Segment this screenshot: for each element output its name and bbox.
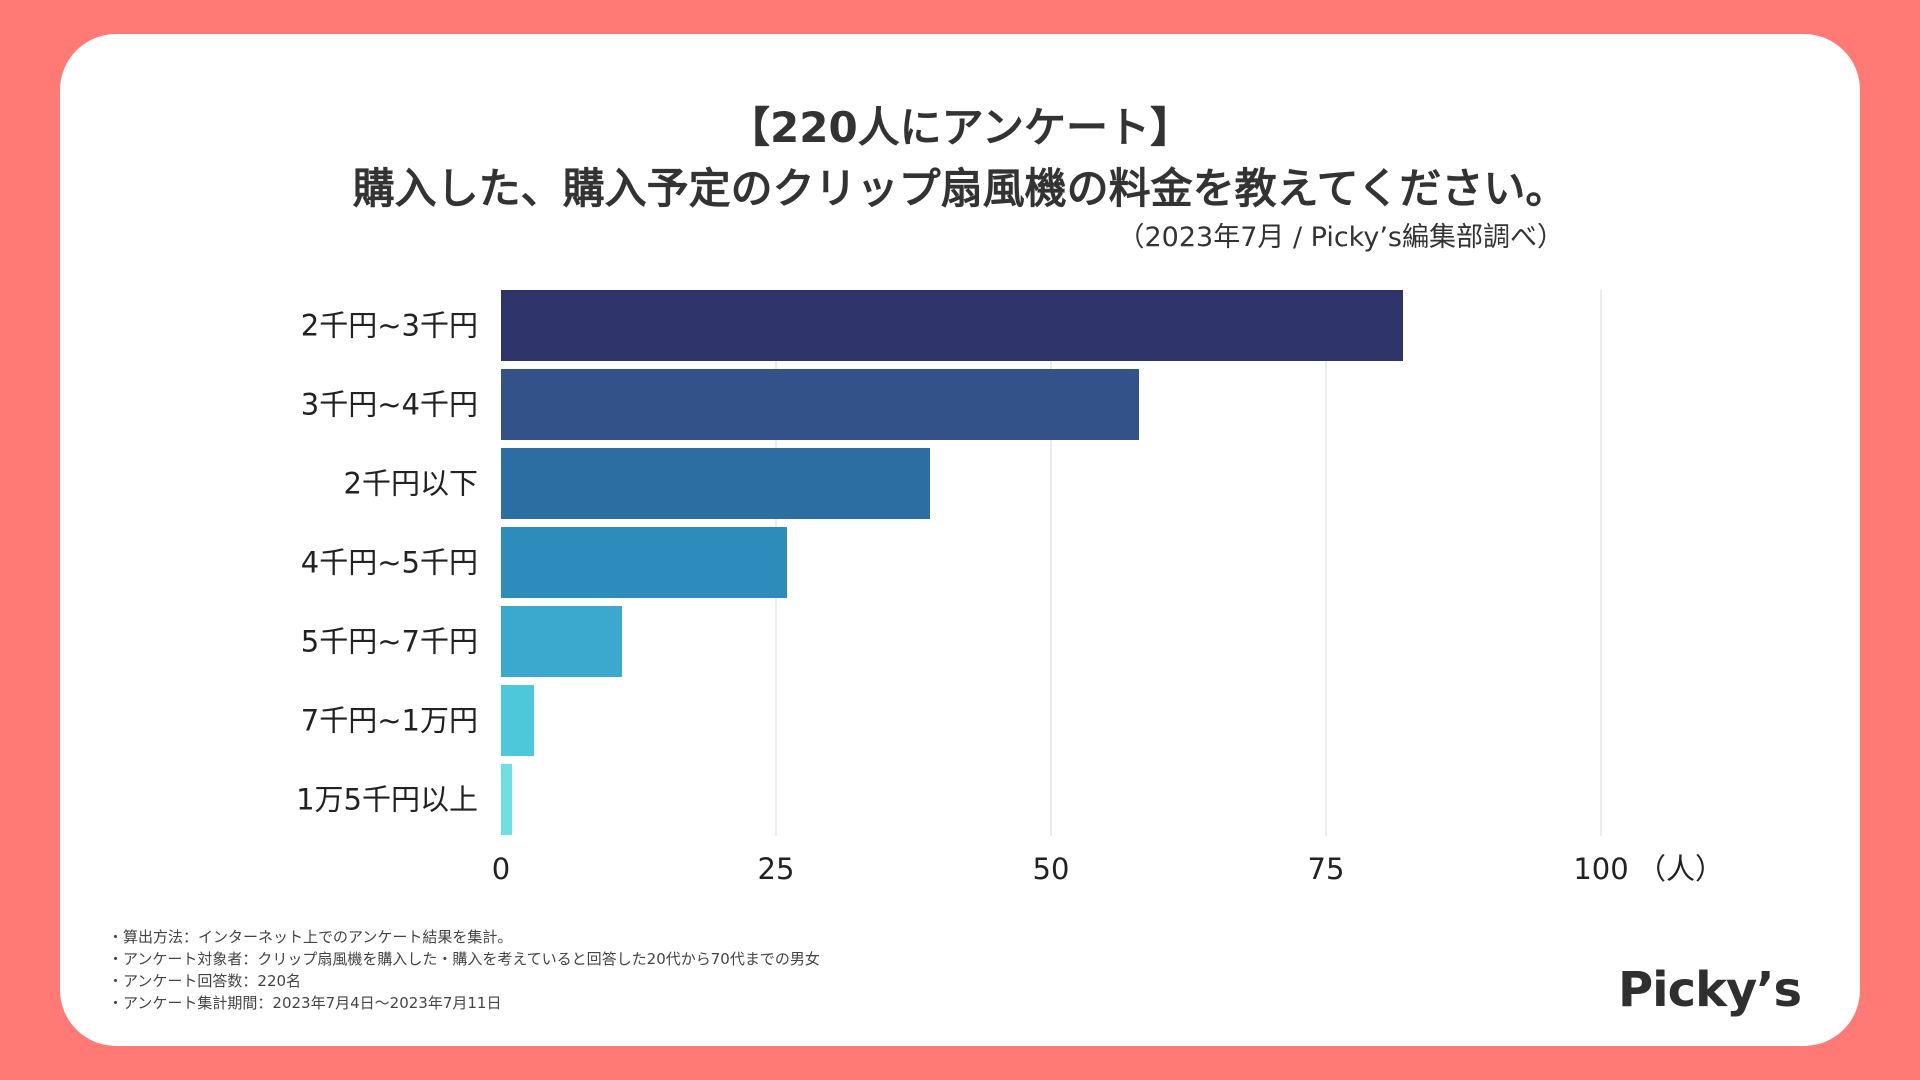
survey-notes: ・算出方法：インターネット上でのアンケート結果を集計。 ・アンケート対象者：クリ… (108, 926, 820, 1014)
note-count: ・アンケート回答数：220名 (108, 972, 302, 990)
bar (501, 369, 1139, 440)
x-tick-label: 100 (1573, 852, 1628, 886)
chart-subtitle: （2023年7月 / Picky’s編集部調べ） (1117, 222, 1565, 253)
chart-card (60, 34, 1860, 1046)
note-target: ・アンケート対象者：クリップ扇風機を購入した・購入を考えていると回答した20代か… (108, 950, 820, 968)
bar (501, 448, 930, 519)
x-tick-label: 0 (492, 852, 510, 886)
x-axis-unit: （人） (1637, 852, 1724, 886)
x-tick-label: 25 (758, 852, 795, 886)
category-label: 1万5千円以上 (296, 783, 478, 817)
category-label: 4千円~5千円 (301, 546, 478, 580)
bar (501, 606, 622, 677)
pickys-logo: Picky’s (1618, 962, 1802, 1018)
category-label: 2千円以下 (344, 467, 478, 501)
bar (501, 527, 787, 598)
bar (501, 764, 512, 835)
x-tick-label: 75 (1308, 852, 1345, 886)
note-method: ・算出方法：インターネット上でのアンケート結果を集計。 (108, 928, 513, 946)
category-label: 5千円~7千円 (301, 625, 478, 659)
category-label: 3千円~4千円 (301, 388, 478, 422)
bar (501, 685, 534, 756)
x-tick-label: 50 (1033, 852, 1070, 886)
bar (501, 290, 1403, 361)
category-label: 7千円~1万円 (301, 704, 478, 738)
category-label: 2千円~3千円 (301, 309, 478, 343)
chart-title-line1: 【220人にアンケート】 (728, 103, 1192, 152)
note-period: ・アンケート集計期間：2023年7月4日〜2023年7月11日 (108, 994, 502, 1012)
chart-title-line2: 購入した、購入予定のクリップ扇風機の料金を教えてください。 (352, 164, 1568, 213)
